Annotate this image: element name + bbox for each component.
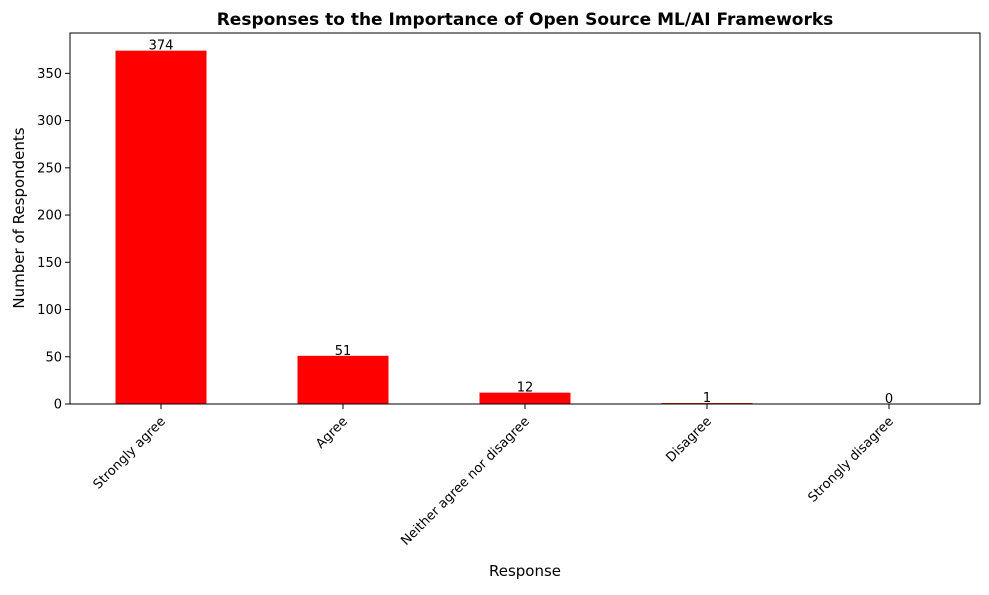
y-tick-label-1: 50 [45, 350, 62, 365]
data-label-0: 374 [149, 39, 174, 54]
data-label-2: 12 [517, 381, 534, 396]
x-axis: Strongly agree Agree Neither agree nor dis… [91, 404, 897, 549]
y-tick-label-7: 350 [37, 67, 62, 82]
x-tick-label-2: Neither agree nor disagree [398, 414, 532, 548]
y-axis-title: Number of Respondents [10, 127, 28, 308]
x-axis-title: Response [489, 562, 561, 580]
x-tick-label-4: Strongly disagree [805, 414, 896, 505]
chart-title: Responses to the Importance of Open Sour… [217, 10, 834, 30]
y-tick-label-6: 300 [37, 114, 62, 129]
bars-layer [115, 50, 753, 405]
y-tick-label-3: 150 [37, 256, 62, 271]
bar-2 [479, 392, 571, 404]
data-label-3: 1 [703, 391, 711, 406]
x-tick-label-1: Agree [313, 414, 351, 452]
y-tick-label-2: 100 [37, 303, 62, 318]
data-label-1: 51 [335, 344, 352, 359]
x-tick-label-0: Strongly agree [91, 414, 169, 492]
bar-0 [115, 50, 207, 405]
data-labels-layer: 374 51 12 1 0 [149, 39, 894, 407]
data-label-4: 0 [885, 392, 893, 407]
y-axis: 0 50 100 150 200 250 300 350 [37, 67, 70, 413]
x-tick-label-3: Disagree [663, 414, 714, 465]
bar-1 [297, 355, 389, 404]
plot-frame [69, 32, 981, 405]
y-tick-label-0: 0 [54, 398, 62, 413]
y-tick-label-4: 200 [37, 209, 62, 224]
y-tick-label-5: 250 [37, 161, 62, 176]
